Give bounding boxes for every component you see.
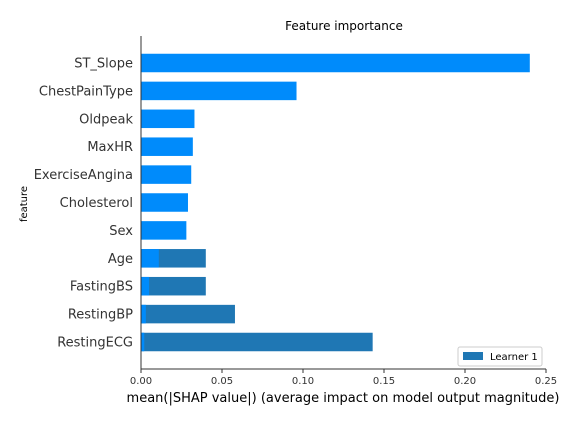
category-label-cholesterol: Cholesterol (60, 196, 133, 211)
bar-series1-exerciseangina (141, 165, 192, 184)
legend: Learner 1 (457, 346, 543, 367)
x-tick-label: 0.10 (292, 376, 314, 387)
category-label-st_slope: ST_Slope (74, 57, 133, 72)
category-label-exerciseangina: ExerciseAngina (34, 168, 133, 183)
category-label-sex: Sex (109, 224, 133, 239)
bar-series1-maxhr (141, 137, 193, 156)
category-label-restingecg: RestingECG (57, 336, 133, 351)
bar-series1-oldpeak (141, 109, 195, 129)
category-label-age: Age (108, 252, 133, 267)
bar-series1-cholesterol (141, 193, 188, 212)
legend-label: Learner 1 (490, 352, 538, 363)
category-label-restingbp: RestingBP (68, 308, 133, 323)
chart-title: Feature importance (285, 19, 403, 33)
bar-series0-restingecg (141, 332, 373, 352)
category-label-fastingbs: FastingBS (70, 280, 133, 295)
x-tick-label: 0.15 (373, 376, 395, 387)
y-axis-label: feature (19, 186, 30, 222)
legend-frame (457, 346, 543, 367)
bar-series1-chestpaintype (141, 81, 297, 101)
bar-series0-fastingbs (141, 276, 206, 296)
category-label-maxhr: MaxHR (87, 140, 133, 155)
bar-series1-restingbp (141, 304, 146, 324)
axes-layer: 0.00 0.05 0.10 0.15 0.20 0.25 (130, 36, 557, 387)
category-label-chestpaintype: ChestPainType (39, 84, 133, 99)
category-label-oldpeak: Oldpeak (79, 112, 133, 127)
x-tick-label: 0.25 (535, 376, 557, 387)
legend-swatch (463, 352, 483, 360)
x-tick-label: 0.05 (211, 376, 233, 387)
x-tick-label: 0.20 (454, 376, 476, 387)
bar-series1-restingecg (141, 332, 145, 352)
bar-series1-sex (141, 221, 187, 240)
bars-layer (141, 53, 530, 352)
x-tick-label: 0.00 (130, 376, 152, 387)
x-axis-label: mean(|SHAP value|) (average impact on mo… (127, 391, 560, 406)
bar-series1-age (141, 249, 159, 268)
bar-series1-st_slope (141, 53, 530, 73)
labels-layer: ST_Slope ChestPainType Oldpeak MaxHR Exercis… (34, 57, 134, 351)
bar-series1-fastingbs (141, 276, 150, 296)
bar-series0-restingbp (141, 304, 235, 324)
